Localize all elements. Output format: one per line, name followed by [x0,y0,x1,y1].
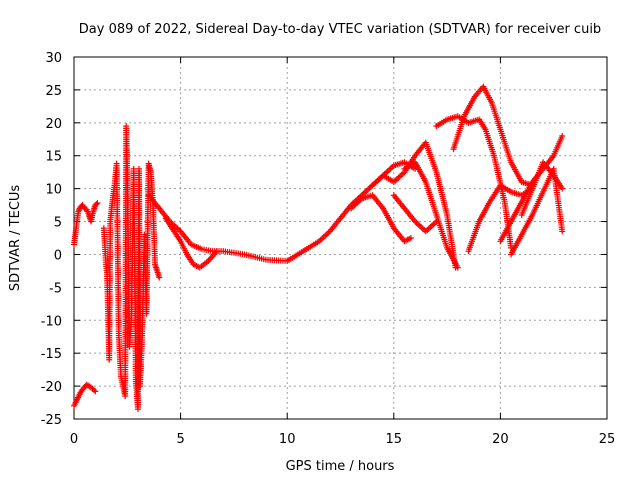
data-point [93,201,100,208]
data-point [454,264,461,271]
y-tick-label: -5 [49,281,62,296]
x-axis-label: GPS time / hours [286,459,395,474]
y-tick-label: 0 [54,248,62,263]
axis-ticks: 0 5 10 15 20 25 -25 -20 -15 -10 -5 0 5 10 15 20 25 30 [41,51,616,447]
y-tick-label: -10 [41,314,62,329]
x-tick-label: 10 [279,432,296,447]
data-point [156,274,163,281]
y-tick-label: -20 [41,380,62,395]
chart-title: Day 089 of 2022, Sidereal Day-to-day VTE… [79,22,601,37]
y-tick-label: -15 [41,347,62,362]
x-tick-label: 15 [386,432,403,447]
data-point [407,235,414,241]
data-point [213,248,220,255]
data-point [559,132,566,139]
data-points [71,83,566,413]
y-tick-label: 15 [45,150,62,165]
y-tick-label: 25 [45,84,62,99]
y-tick-label: 5 [54,216,62,231]
y-tick-label: 20 [45,117,62,132]
x-tick-label: 20 [492,432,509,447]
data-point [559,228,566,235]
x-tick-label: 25 [599,432,616,447]
data-point [92,388,99,395]
y-tick-label: 30 [45,51,62,66]
y-axis-label: SDTVAR / TECUs [8,185,23,292]
x-tick-label: 5 [176,432,184,447]
x-tick-label: 0 [70,432,78,447]
y-tick-label: 10 [45,183,62,198]
data-point [559,185,566,192]
data-point [94,200,101,207]
y-tick-label: -25 [41,413,62,428]
